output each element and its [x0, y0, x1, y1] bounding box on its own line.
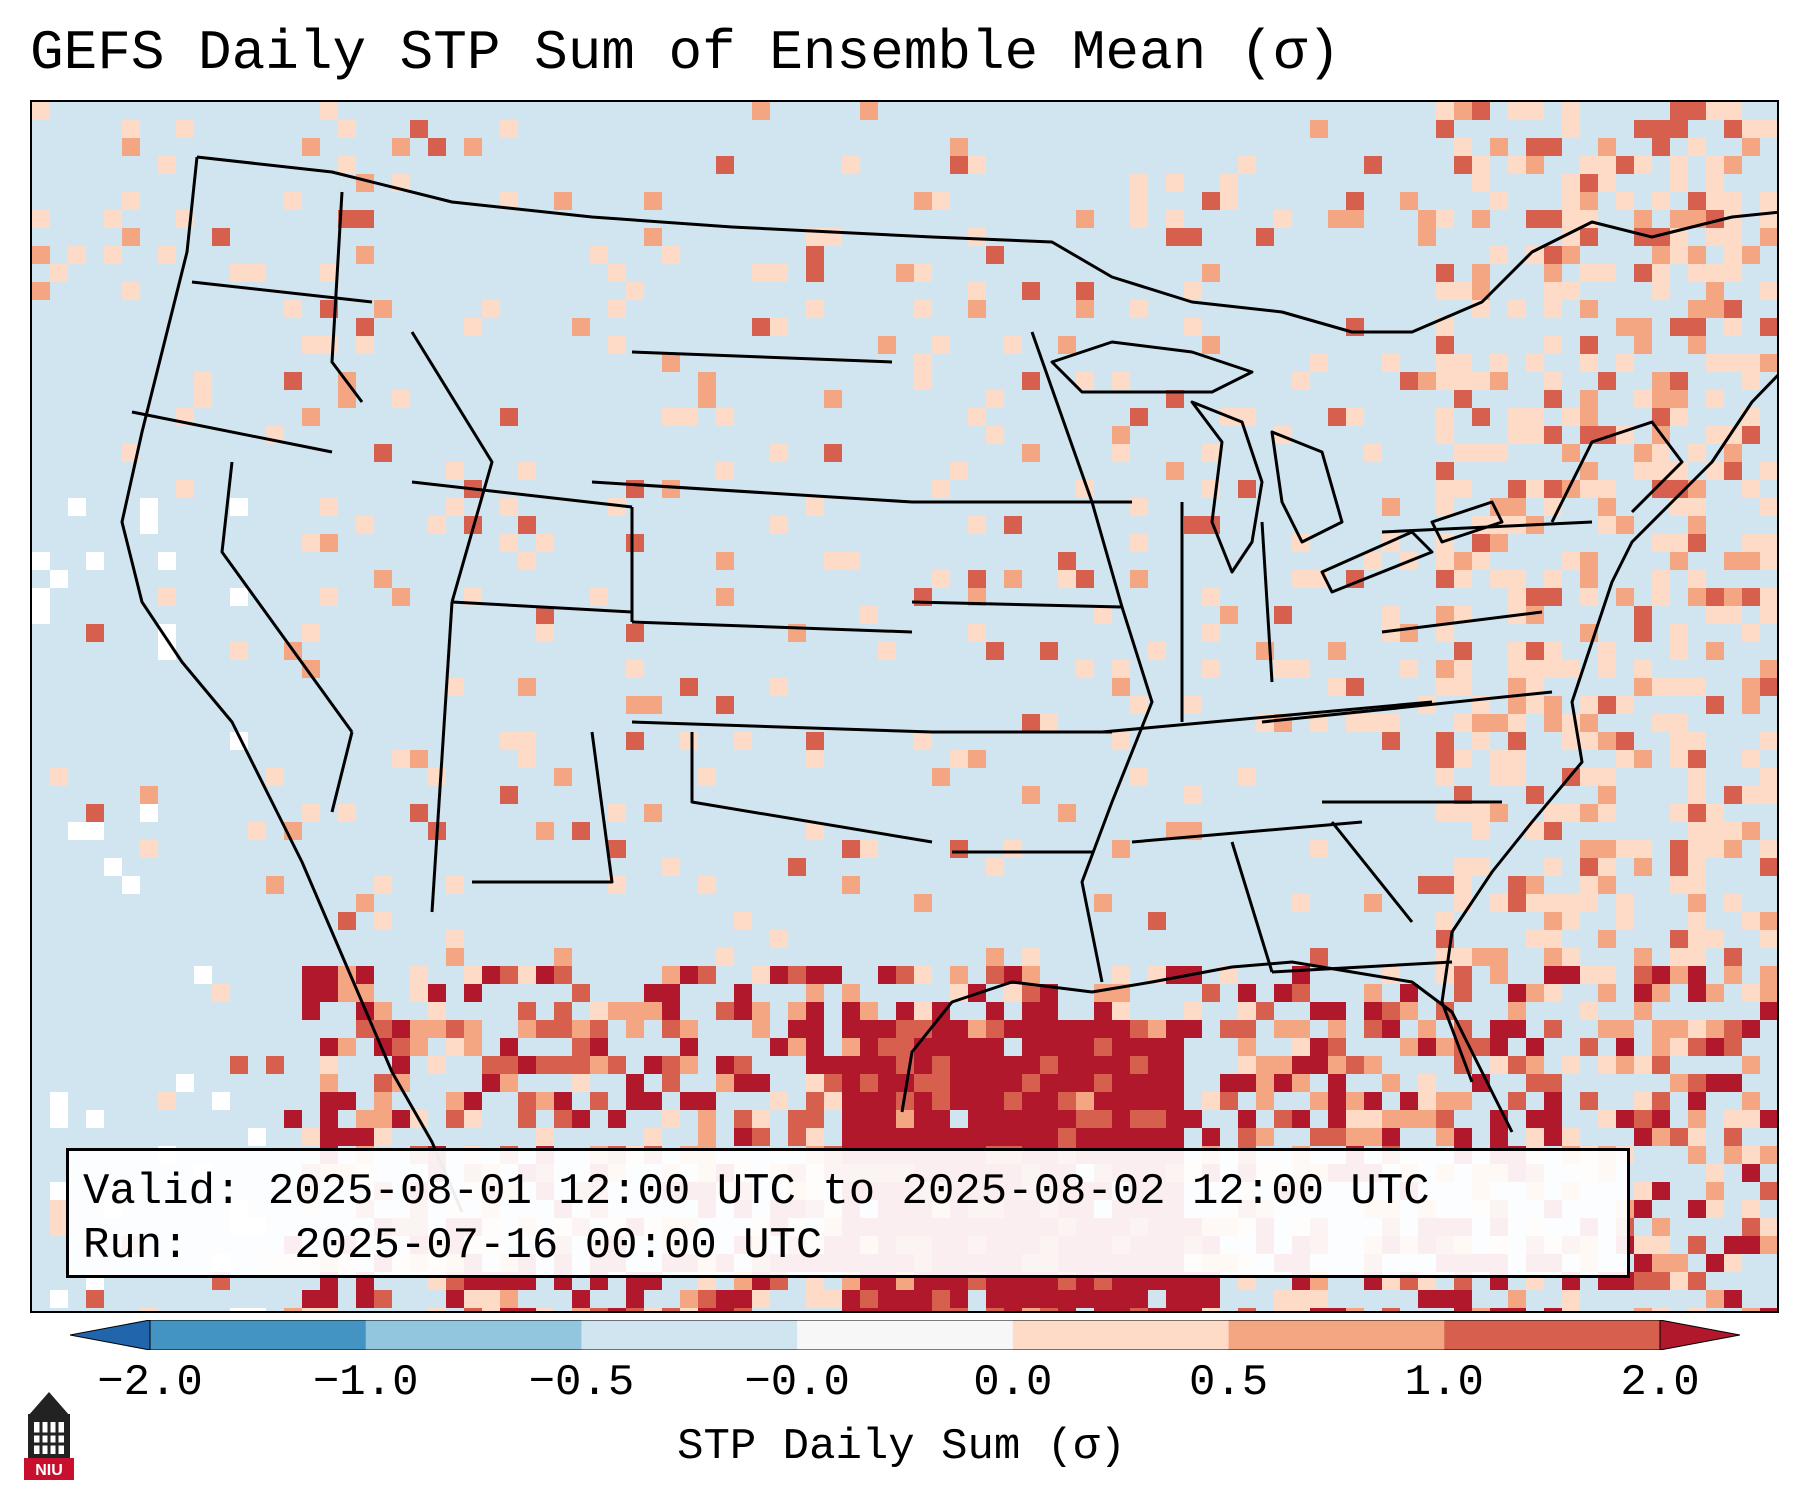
ca-nv-border [220, 461, 354, 733]
ok-tx-border [690, 732, 933, 844]
run-label: Run: [83, 1221, 189, 1271]
colorbar-segment [1228, 1320, 1445, 1350]
nm-tx-border [472, 731, 614, 884]
ia-mo-border [911, 600, 1123, 609]
niu-logo: NIU [24, 1392, 74, 1480]
ut-co-border [451, 600, 633, 614]
mississippi-river [1030, 331, 1154, 983]
colorbar-segment [365, 1320, 582, 1350]
mt-border [330, 191, 364, 403]
nd-sd-border [631, 350, 893, 364]
map-panel [30, 100, 1779, 1313]
ne-ks-border [631, 620, 913, 634]
ks-ok-border [631, 720, 933, 734]
colorbar-under-triangle [70, 1320, 151, 1350]
sd-ne-border [591, 480, 913, 504]
lake-michigan [1190, 400, 1264, 574]
stp-field [32, 102, 1777, 1311]
ca-az-border [330, 731, 354, 813]
svg-text:NIU: NIU [35, 1462, 63, 1479]
colorbar-over-triangle [1659, 1320, 1740, 1350]
colorbar-segment [150, 1320, 367, 1350]
run-value: 2025-07-16 00:00 UTC [294, 1221, 823, 1271]
colorbar-segment [797, 1320, 1014, 1350]
atlantic-coast [1440, 373, 1777, 1083]
state-boundaries [120, 155, 1777, 1213]
wa-or-border [191, 280, 373, 304]
lake-ontario [1430, 500, 1504, 544]
valid-label: Valid: [83, 1167, 242, 1217]
wy-co-border [411, 480, 633, 509]
lake-erie [1320, 530, 1434, 594]
colorbar-segments [149, 1320, 1661, 1350]
colorbar-tick-label: 0.5 [1188, 1358, 1269, 1408]
colorbar-tick-label: −1.0 [312, 1358, 419, 1408]
pa-south-border [1381, 610, 1543, 634]
colorbar-segment [581, 1320, 798, 1350]
id-wy-border [410, 331, 494, 603]
map-canvas [32, 102, 1777, 1311]
colorbar-segment [1012, 1320, 1230, 1350]
or-ca-border [131, 410, 333, 454]
lake-superior [1050, 340, 1254, 394]
va-nc-border [1261, 690, 1553, 724]
colorbar-tick-label: 0.0 [973, 1358, 1053, 1408]
colorbar-tick-label: −0.0 [744, 1358, 850, 1408]
pacific-coast [120, 156, 464, 1213]
colorbar-label: STP Daily Sum (σ) [677, 1422, 1126, 1472]
colorbar [70, 1320, 1740, 1350]
canada-border [196, 155, 1777, 334]
ga-sc-border [1330, 821, 1414, 923]
new-england [1550, 420, 1684, 523]
tn-ky-border [1101, 700, 1433, 734]
oh-border [1260, 521, 1274, 683]
colorbar-tick-label: −0.5 [528, 1358, 635, 1408]
colorbar-tick-label: 1.0 [1404, 1358, 1484, 1408]
colorbar-tick-label: 2.0 [1620, 1358, 1700, 1408]
colorbar-tick-label: −2.0 [97, 1358, 203, 1408]
tn-ms-al-border [1131, 820, 1363, 844]
az-nm-border [430, 601, 454, 913]
lake-huron [1270, 430, 1344, 544]
colorbar-segment [1444, 1320, 1661, 1350]
ga-fl-border [1271, 960, 1453, 974]
al-ga-border [1230, 841, 1274, 973]
validity-info-box: Valid: 2025-08-01 12:00 UTC to 2025-08-0… [66, 1148, 1630, 1278]
gulf-coast [900, 960, 1514, 1133]
valid-value: 2025-08-01 12:00 UTC to 2025-08-02 12:00… [267, 1167, 1430, 1217]
colorbar-ticks: −2.0 −1.0 −0.5 −0.0 0.0 0.5 1.0 2.0 [0, 1358, 1803, 1418]
chart-title: GEFS Daily STP Sum of Ensemble Mean (σ) [30, 21, 1341, 85]
